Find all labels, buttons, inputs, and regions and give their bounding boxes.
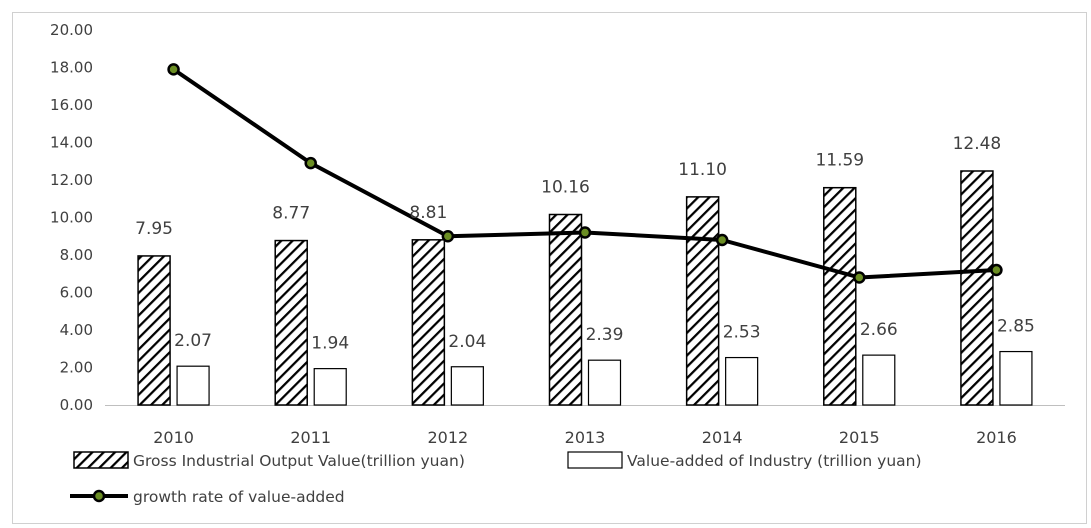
y-tick-label: 16.00	[50, 96, 93, 114]
growth-rate-point	[441, 230, 455, 243]
bar-gross-output	[960, 170, 994, 406]
bar-gross-output	[685, 196, 720, 406]
x-tick-label: 2016	[976, 428, 1017, 447]
data-label-gross-output: 12.48	[953, 134, 1002, 154]
y-tick-label: 6.00	[60, 284, 93, 302]
legend-label-value-added: Value-added of Industry (trillion yuan)	[627, 452, 922, 470]
data-label-value-added: 2.39	[586, 325, 624, 345]
data-label-gross-output: 10.16	[541, 178, 590, 198]
x-tick-label: 2013	[565, 428, 606, 447]
y-tick-label: 0.00	[60, 396, 93, 414]
data-label-gross-output: 11.10	[678, 160, 727, 180]
growth-rate-point	[578, 226, 592, 239]
bar-gross-output	[411, 239, 446, 406]
growth-rate-point	[167, 63, 180, 76]
x-tick-label: 2012	[427, 428, 468, 447]
y-tick-label: 18.00	[50, 59, 93, 77]
bar-gross-output	[548, 213, 583, 406]
bar-value-added	[862, 354, 896, 406]
data-label-gross-output: 8.77	[272, 204, 310, 224]
y-tick-label: 8.00	[60, 246, 93, 264]
bar-value-added	[999, 350, 1033, 406]
growth-rate-point	[304, 156, 317, 170]
bar-value-added	[313, 368, 347, 406]
y-tick-label: 10.00	[50, 209, 93, 227]
bar-gross-output	[137, 255, 171, 406]
legend-swatch-gross-output	[73, 451, 129, 469]
bar-value-added	[725, 356, 759, 406]
legend-swatch-value-added	[567, 451, 623, 469]
data-label-gross-output: 11.59	[815, 151, 864, 171]
x-tick-label: 2011	[290, 428, 331, 447]
legend-swatch-growth-marker	[92, 489, 106, 503]
data-label-value-added: 2.85	[997, 317, 1035, 337]
growth-rate-point	[853, 271, 866, 284]
y-tick-label: 4.00	[60, 321, 93, 339]
bar-value-added	[587, 359, 622, 406]
bar-gross-output	[274, 239, 308, 406]
bar-value-added	[176, 365, 210, 406]
legend-label-growth-rate: growth rate of value-added	[133, 488, 345, 506]
x-tick-label: 2015	[839, 428, 880, 447]
bar-gross-output	[823, 186, 857, 406]
growth-rate-point	[715, 233, 729, 247]
data-label-value-added: 2.07	[174, 331, 212, 351]
legend-label-gross-output: Gross Industrial Output Value(trillion y…	[133, 452, 465, 470]
y-tick-label: 12.00	[50, 171, 93, 189]
data-label-value-added: 1.94	[311, 334, 349, 354]
y-tick-label: 2.00	[60, 359, 93, 377]
y-tick-label: 14.00	[50, 134, 93, 152]
y-tick-label: 20.00	[50, 21, 93, 39]
data-label-gross-output: 8.81	[409, 203, 447, 223]
data-label-value-added: 2.53	[723, 323, 761, 343]
x-tick-label: 2014	[702, 428, 743, 447]
data-label-gross-output: 7.95	[135, 219, 173, 239]
data-label-value-added: 2.04	[448, 332, 486, 352]
growth-rate-point	[990, 263, 1003, 277]
x-tick-label: 2010	[153, 428, 194, 447]
data-label-value-added: 2.66	[860, 320, 898, 340]
bar-value-added	[450, 366, 484, 406]
